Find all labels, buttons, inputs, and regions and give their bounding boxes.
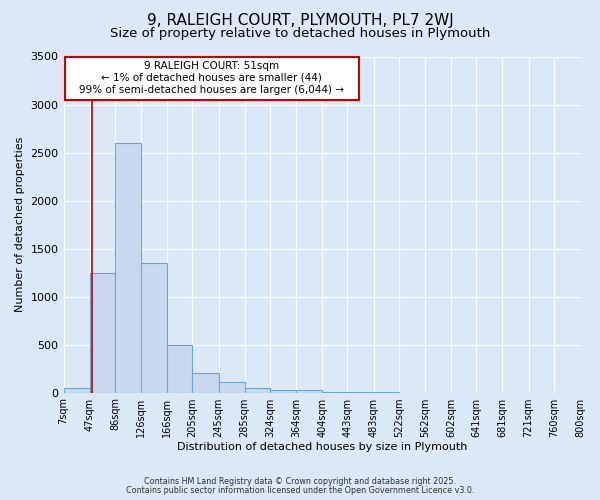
Bar [270,390,296,392]
Y-axis label: Number of detached properties: Number of detached properties [15,137,25,312]
Bar [245,388,270,392]
Bar [64,388,89,392]
Text: Contains public sector information licensed under the Open Government Licence v3: Contains public sector information licen… [126,486,474,495]
Bar [193,374,218,392]
Text: Contains HM Land Registry data © Crown copyright and database right 2025.: Contains HM Land Registry data © Crown c… [144,477,456,486]
Bar [65,58,359,100]
Bar [89,272,115,392]
Text: ← 1% of detached houses are smaller (44): ← 1% of detached houses are smaller (44) [101,72,322,83]
Bar [218,382,245,392]
Bar [167,344,193,393]
Text: 9, RALEIGH COURT, PLYMOUTH, PL7 2WJ: 9, RALEIGH COURT, PLYMOUTH, PL7 2WJ [146,12,454,28]
X-axis label: Distribution of detached houses by size in Plymouth: Distribution of detached houses by size … [176,442,467,452]
Bar [115,143,141,392]
Text: 99% of semi-detached houses are larger (6,044) →: 99% of semi-detached houses are larger (… [79,86,344,96]
Text: Size of property relative to detached houses in Plymouth: Size of property relative to detached ho… [110,28,490,40]
Text: 9 RALEIGH COURT: 51sqm: 9 RALEIGH COURT: 51sqm [144,61,279,71]
Bar [296,390,322,392]
Bar [141,263,167,392]
